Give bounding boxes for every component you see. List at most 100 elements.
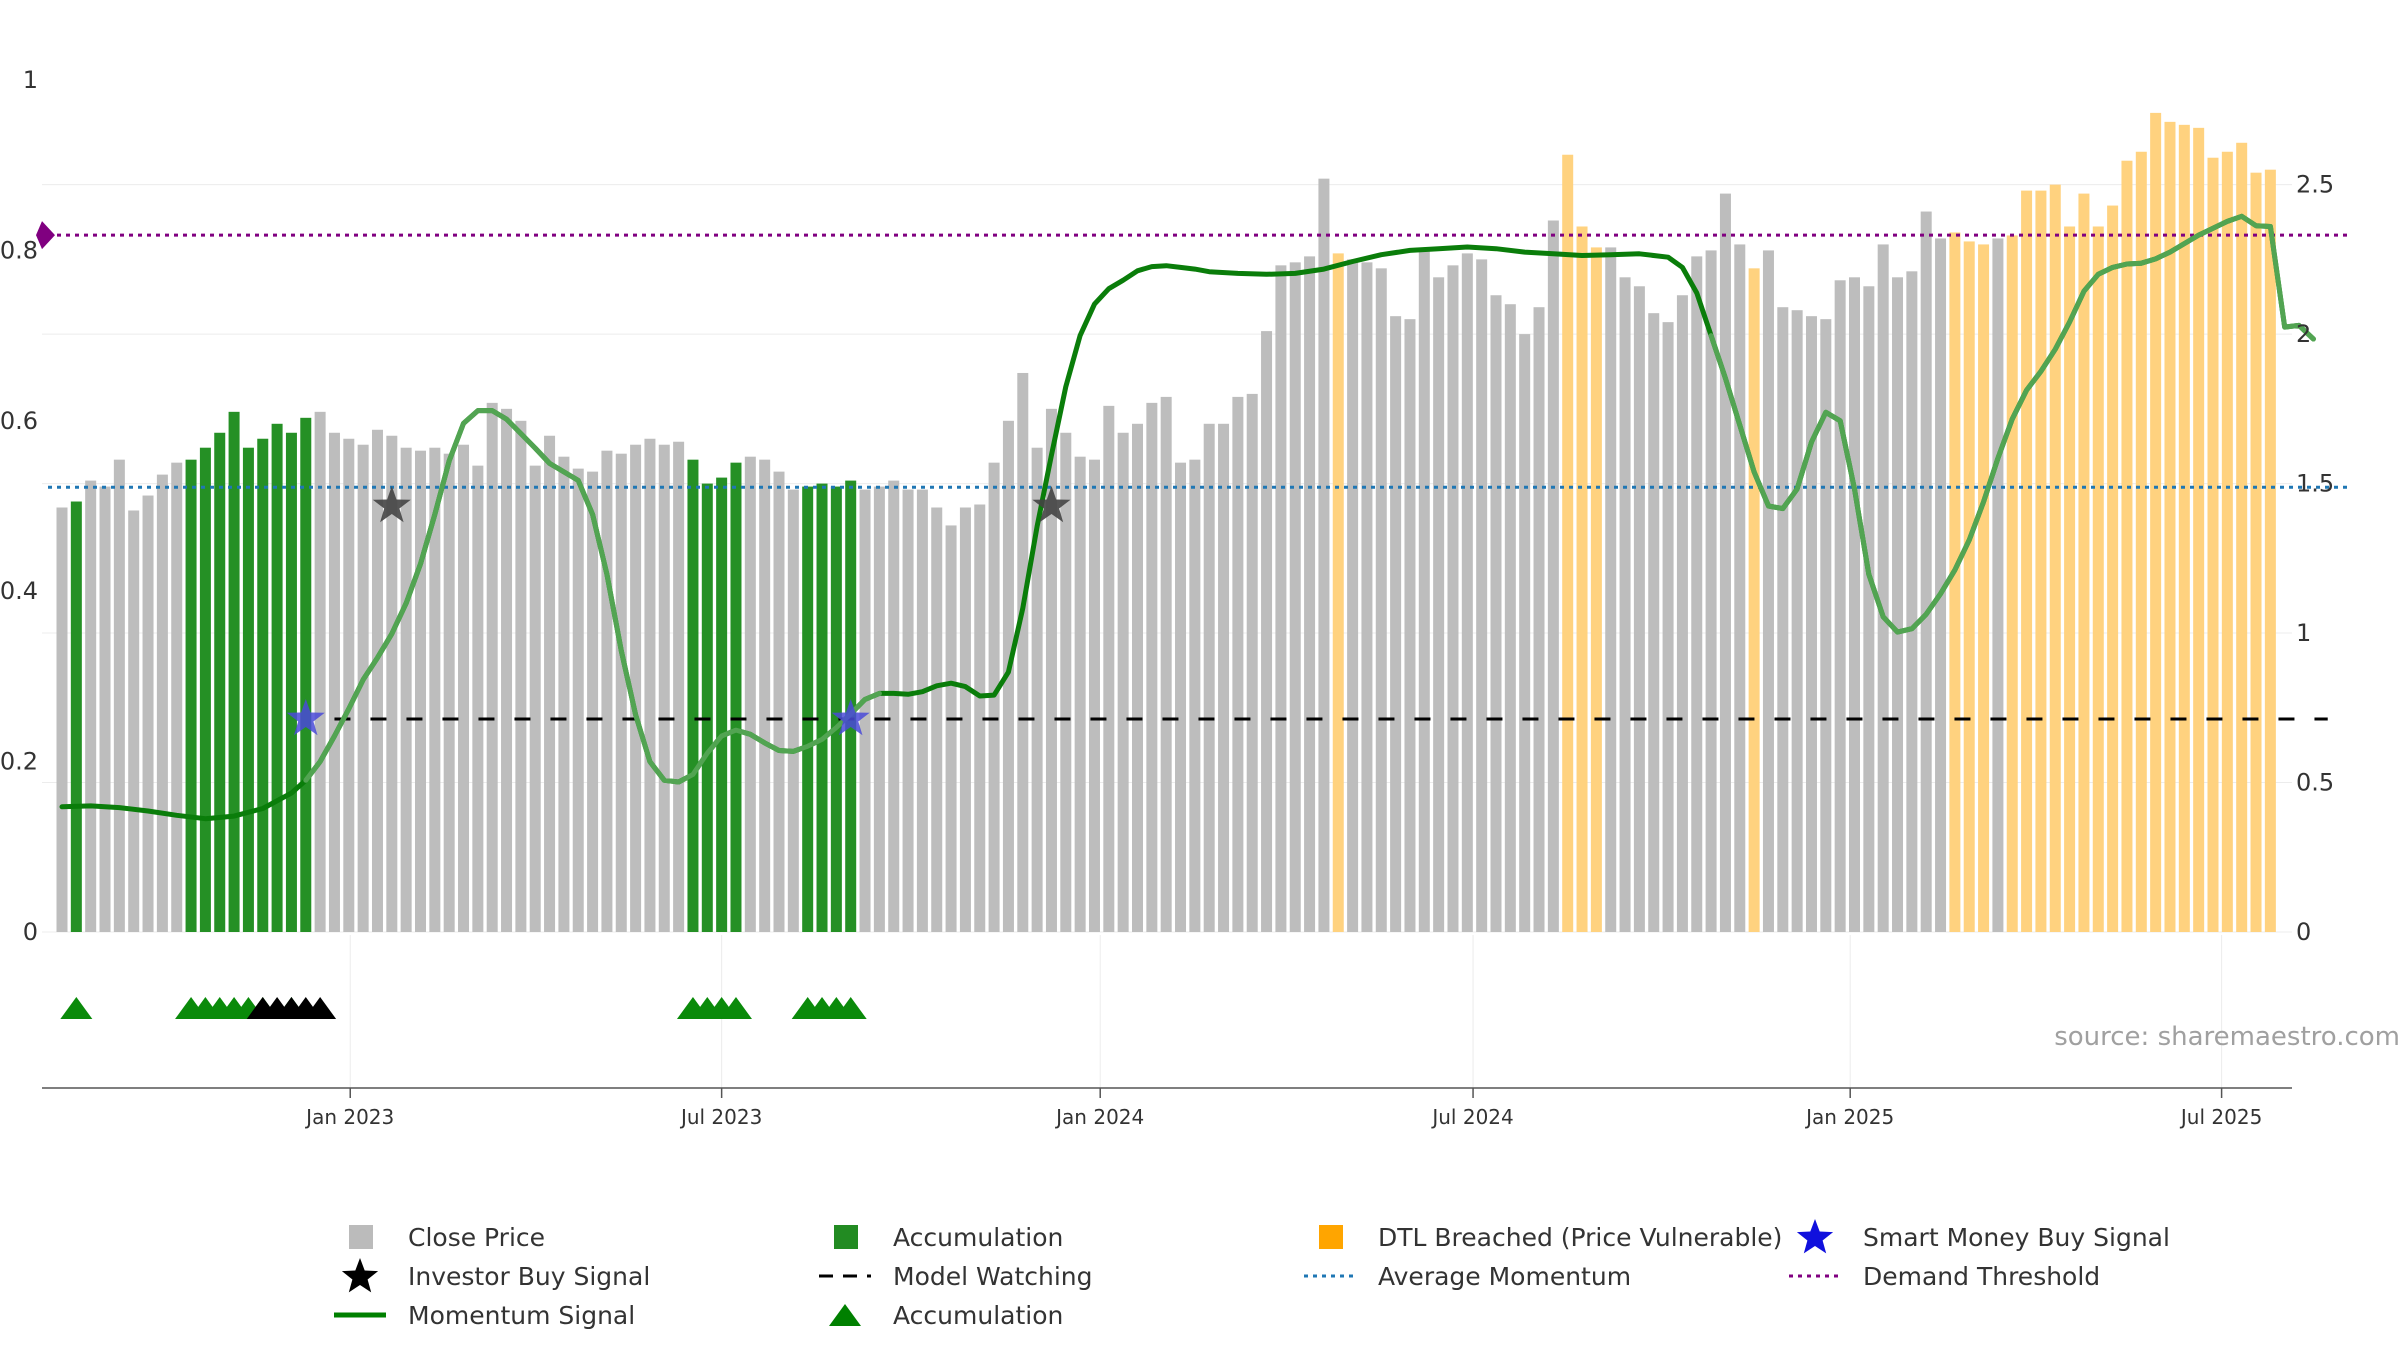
close-price-bar [1504, 304, 1516, 932]
dtl-breached-bar [1949, 232, 1961, 933]
close-price-bar [415, 450, 426, 932]
close-price-bar [1418, 250, 1430, 932]
accumulation-triangle [719, 997, 752, 1019]
investor-buy-star [1032, 486, 1071, 523]
dtl-breached-bar [2236, 142, 2248, 933]
close-price-bar [1433, 277, 1445, 932]
dtl-breached-bar [2049, 184, 2061, 932]
close-price-bar [1232, 396, 1244, 932]
close-price-bar [1074, 456, 1086, 932]
accumulation-bar [185, 459, 197, 932]
source-label: source: sharemaestro.com [2054, 1022, 2400, 1052]
close-price-bar [873, 486, 885, 932]
close-price-bar [1275, 265, 1287, 932]
close-price-bar [658, 444, 670, 932]
close-price-bar [759, 459, 771, 932]
dtl-breached-bar [2064, 226, 2076, 933]
close-price-bar [1719, 193, 1731, 933]
investor-buy-star [372, 486, 411, 523]
dtl-breached-bar [2107, 205, 2119, 933]
y-left-tick-label: 0.4 [0, 577, 38, 605]
close-price-bar [56, 507, 68, 932]
demand-threshold-marker [36, 221, 55, 250]
accumulation-bar [271, 423, 283, 932]
dtl-breached-bar [1978, 244, 1990, 933]
close-price-bar [1175, 462, 1187, 932]
dtl-breached-bar [1590, 247, 1602, 932]
close-price-bar [1762, 250, 1774, 932]
momentum-signal [59, 213, 2316, 822]
dtl-breached-bar [2178, 124, 2190, 932]
close-price-bar [1519, 334, 1531, 933]
close-price-bar [1261, 331, 1273, 932]
dtl-breached-bar [2035, 190, 2047, 932]
y-right-tick-label: 1.5 [2296, 470, 2334, 498]
close-price-bar [1189, 459, 1201, 932]
dtl-breached-bar [1748, 268, 1760, 932]
close-price-bar [644, 438, 656, 932]
close-price-bar [458, 444, 470, 932]
close-price-bar [1375, 268, 1387, 932]
close-price-bar [1906, 271, 1918, 933]
close-price-bar [1146, 402, 1158, 932]
close-price-bar [429, 447, 441, 932]
close-price-bar [343, 438, 355, 932]
close-price-bar [931, 507, 943, 932]
close-price-bar [630, 444, 642, 932]
close-price-bar [1490, 295, 1502, 933]
close-price-bar [1132, 423, 1143, 932]
y-left-tick-label: 0 [23, 918, 38, 946]
accumulation-bar [214, 432, 226, 932]
close-price-bar [1461, 253, 1473, 933]
accumulation-bar [228, 411, 240, 933]
y-left-tick-label: 0.6 [0, 407, 38, 435]
signal-markers [286, 486, 1071, 736]
close-price-bar [1045, 408, 1057, 932]
dtl-breached-bar [1332, 253, 1344, 933]
close-price-bar [1734, 244, 1746, 933]
close-price-bar [888, 480, 900, 932]
dtl-breached-bar [2164, 121, 2176, 932]
close-price-bar [1805, 316, 1817, 932]
accumulation-bar [816, 483, 828, 932]
y-right-tick-label: 2 [2296, 320, 2311, 348]
y-left-tick-label: 0.2 [0, 748, 38, 776]
close-price-bar [1633, 286, 1645, 932]
close-price-bar [601, 450, 613, 932]
x-tick-label: Jul 2024 [1430, 1105, 1513, 1129]
smart-money-star [286, 699, 325, 736]
dtl-breached-bar [2135, 151, 2147, 932]
y-left-tick-label: 1 [23, 66, 38, 94]
accumulation-bar [701, 483, 713, 932]
accumulation-bar [730, 462, 742, 932]
close-price-bar [974, 504, 986, 932]
close-price-bar [673, 441, 685, 932]
dtl-breached-bar [2207, 157, 2219, 932]
close-price-bar [400, 447, 412, 932]
close-price-bar [1060, 432, 1072, 932]
reference-lines [36, 221, 2348, 721]
accumulation-bar [802, 486, 814, 932]
momentum-line-dimmed [1708, 213, 2316, 635]
accumulation-bar [257, 438, 269, 932]
dtl-breached-bar [1576, 226, 1588, 933]
dtl-breached-bar [1963, 241, 1975, 932]
close-price-bar [1605, 247, 1617, 932]
x-tick-label: Jan 2025 [1804, 1105, 1894, 1129]
close-price-bar [1246, 393, 1258, 932]
close-price-bar [615, 453, 627, 932]
accumulation-triangle [834, 997, 867, 1019]
close-price-bar [314, 411, 326, 933]
close-price-bar [156, 474, 168, 932]
close-price-bar [1648, 313, 1660, 932]
smart-money-star [831, 699, 870, 736]
y-right-tick-label: 0 [2296, 918, 2311, 946]
close-price-bar [1676, 295, 1688, 933]
accumulation-markers [60, 997, 867, 1019]
close-price-bar [515, 420, 527, 932]
close-price-bar [1347, 259, 1359, 932]
dtl-breached-bar [2121, 160, 2133, 932]
close-price-bar [371, 429, 383, 932]
close-price-bar [128, 510, 140, 932]
close-price-bar [587, 471, 599, 932]
